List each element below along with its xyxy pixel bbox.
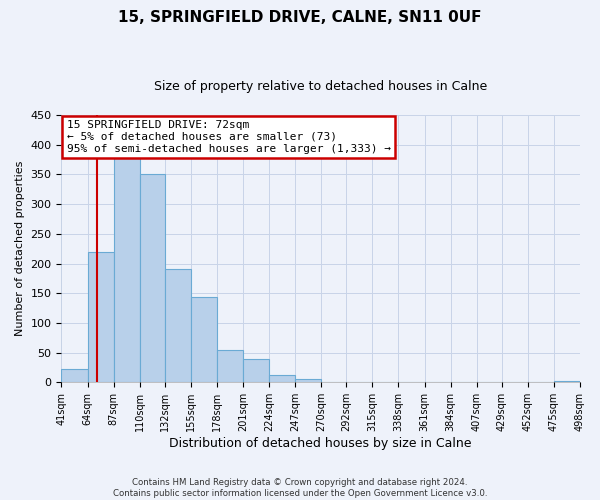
Bar bbox=[269, 374, 295, 382]
X-axis label: Distribution of detached houses by size in Calne: Distribution of detached houses by size … bbox=[169, 437, 472, 450]
Text: 15 SPRINGFIELD DRIVE: 72sqm
← 5% of detached houses are smaller (73)
95% of semi: 15 SPRINGFIELD DRIVE: 72sqm ← 5% of deta… bbox=[67, 120, 391, 154]
Bar bbox=[140, 174, 164, 382]
Bar bbox=[554, 381, 580, 382]
Text: 15, SPRINGFIELD DRIVE, CALNE, SN11 0UF: 15, SPRINGFIELD DRIVE, CALNE, SN11 0UF bbox=[118, 10, 482, 25]
Bar bbox=[295, 379, 321, 382]
Bar bbox=[243, 358, 269, 382]
Bar bbox=[164, 270, 191, 382]
Bar bbox=[191, 298, 217, 382]
Bar bbox=[61, 368, 88, 382]
Text: Contains HM Land Registry data © Crown copyright and database right 2024.
Contai: Contains HM Land Registry data © Crown c… bbox=[113, 478, 487, 498]
Title: Size of property relative to detached houses in Calne: Size of property relative to detached ho… bbox=[154, 80, 487, 93]
Bar bbox=[88, 252, 113, 382]
Bar bbox=[113, 158, 140, 382]
Bar bbox=[217, 350, 243, 382]
Y-axis label: Number of detached properties: Number of detached properties bbox=[15, 161, 25, 336]
